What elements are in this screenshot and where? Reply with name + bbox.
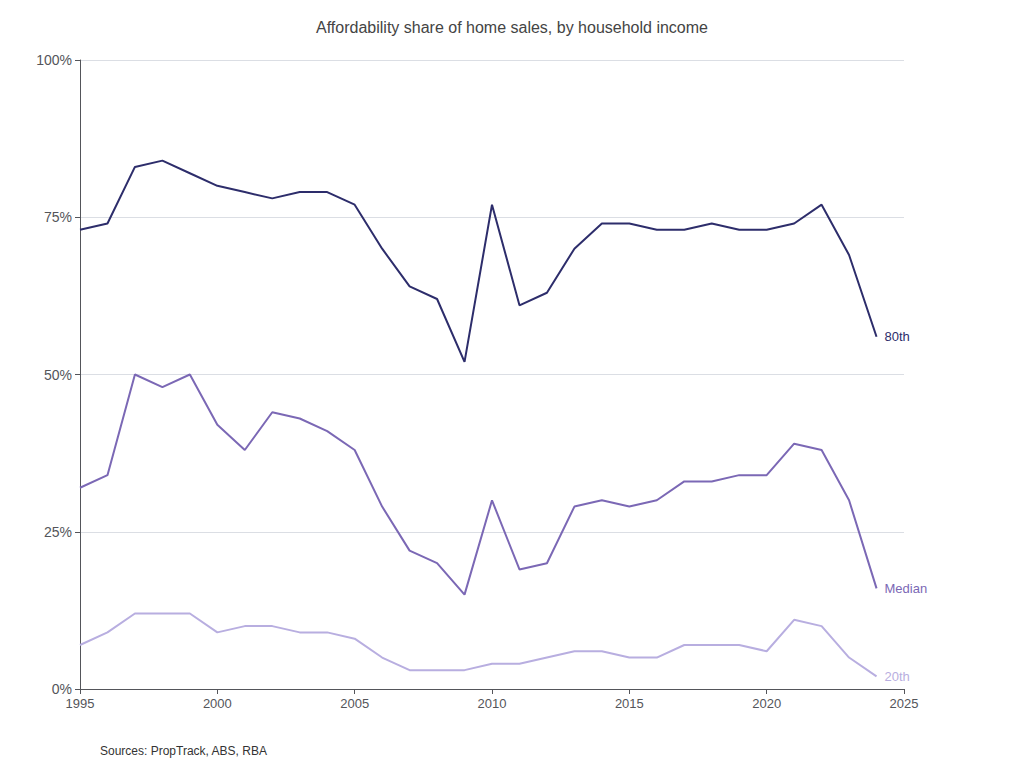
svg-text:25%: 25% (44, 524, 72, 540)
svg-text:Affordability share of home sa: Affordability share of home sales, by ho… (316, 19, 708, 36)
svg-text:20th: 20th (885, 669, 910, 684)
svg-text:2010: 2010 (478, 696, 507, 711)
svg-text:75%: 75% (44, 209, 72, 225)
svg-text:1995: 1995 (66, 696, 95, 711)
svg-text:2020: 2020 (752, 696, 781, 711)
svg-text:100%: 100% (36, 52, 72, 68)
svg-text:2015: 2015 (615, 696, 644, 711)
svg-text:2005: 2005 (340, 696, 369, 711)
svg-text:80th: 80th (885, 329, 910, 344)
svg-text:Sources: PropTrack, ABS, RBA: Sources: PropTrack, ABS, RBA (100, 744, 267, 758)
svg-text:2025: 2025 (890, 696, 919, 711)
svg-text:Median: Median (885, 581, 928, 596)
svg-text:50%: 50% (44, 367, 72, 383)
svg-text:0%: 0% (52, 681, 72, 697)
svg-text:2000: 2000 (203, 696, 232, 711)
